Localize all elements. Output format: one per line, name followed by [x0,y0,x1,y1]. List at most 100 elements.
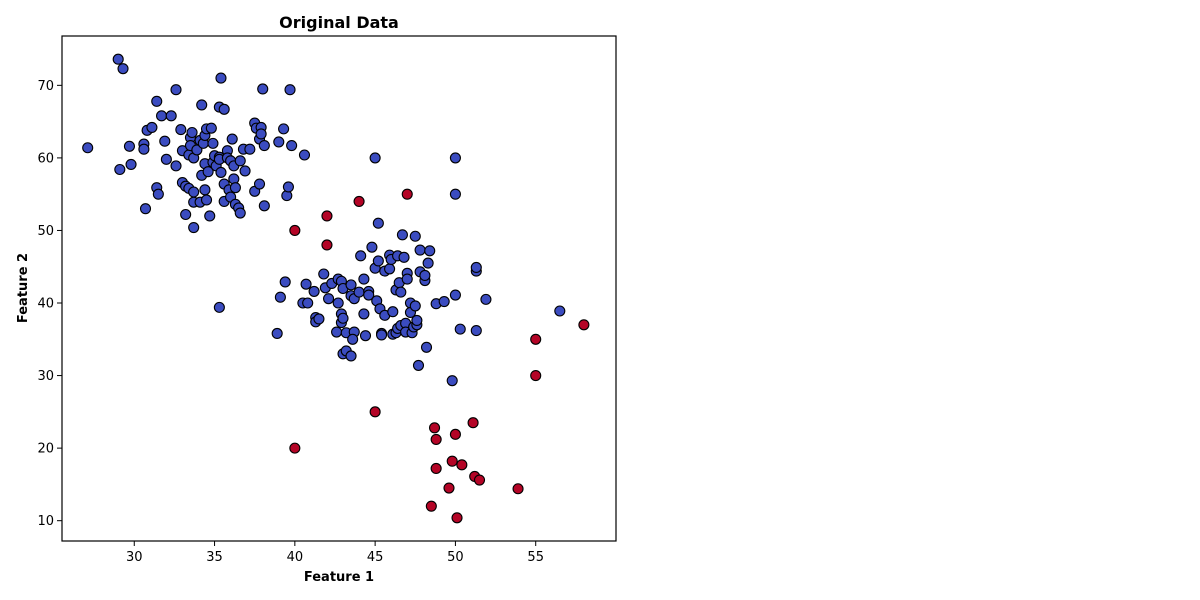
data-point-normal [411,314,423,326]
data-point-normal [318,268,330,280]
data-point-normal [446,375,458,387]
data-point-normal [213,301,225,313]
data-point-normal [308,285,320,297]
data-point-normal [358,308,370,320]
y-tick-label: 40 [37,297,54,312]
data-point-normal [112,53,124,65]
data-point-normal [258,140,270,152]
x-tick-label: 50 [447,550,464,565]
data-point-anomaly [430,433,442,445]
data-point-normal [300,278,312,290]
data-point-normal [244,143,256,155]
data-point-normal [313,313,325,325]
data-point-normal [82,142,94,154]
data-point-normal [138,143,150,155]
plot-frame [61,35,617,542]
x-tick-label: 45 [367,550,384,565]
data-point-normal [165,110,177,122]
data-point-normal [409,230,421,242]
data-point-normal [160,153,172,165]
data-point-anomaly [430,462,442,474]
y-tick-label: 70 [37,79,54,94]
data-point-normal [200,194,213,206]
y-axis-label: Feature 2 [16,253,31,323]
data-point-normal [258,200,270,212]
data-point-normal [188,222,200,234]
data-point-normal [470,261,482,274]
data-point-normal [180,208,192,221]
data-point-normal [480,293,492,305]
data-point-normal [323,293,335,305]
data-point-normal [358,273,370,285]
data-point-anomaly [512,483,524,495]
data-point-normal [159,135,171,147]
y-tick-label: 60 [37,151,54,166]
data-point-normal [202,166,214,178]
data-point-normal [253,178,266,190]
data-point-normal [286,140,298,152]
x-tick-label: 30 [126,550,143,565]
data-point-normal [215,72,227,84]
data-point-normal [234,207,246,219]
data-point-normal [384,263,396,275]
data-point-normal [255,128,267,140]
data-point-anomaly [449,428,461,440]
data-point-normal [470,325,482,337]
data-point-anomaly [289,442,301,454]
data-point-normal [274,291,286,303]
data-point-anomaly [456,459,468,471]
data-point-normal [331,326,343,338]
data-point-normal [337,312,349,324]
data-point-anomaly [401,188,413,200]
data-point-normal [355,250,367,262]
data-point-normal [218,103,230,115]
data-point-normal [369,152,381,164]
data-point-anomaly [530,370,542,382]
data-point-anomaly [289,224,301,237]
data-point-normal [424,245,436,257]
data-point-normal [229,182,241,194]
data-point-anomaly [428,422,441,434]
data-point-normal [376,329,388,341]
data-point-normal [422,257,434,269]
data-point-normal [278,123,290,135]
data-point-normal [412,359,425,371]
x-tick-label: 55 [527,550,544,565]
axis-ticks: 30 35 40 45 50 55 10 20 30 40 50 60 70 [37,79,544,565]
data-point-normal [226,133,238,145]
x-tick-label: 40 [287,550,304,565]
data-point-normal [554,305,566,317]
data-point-normal [298,149,311,161]
data-point-anomaly [473,474,486,486]
data-point-normal [454,323,466,335]
data-point-anomaly [369,406,381,418]
data-point-normal [345,350,357,362]
data-point-normal [366,241,378,253]
data-point-normal [204,210,216,222]
data-point-normal [239,165,251,177]
data-point-normal [363,289,375,301]
data-point-normal [207,137,219,149]
data-point-normal [353,286,365,298]
data-point-normal [196,99,208,111]
y-tick-label: 10 [37,514,54,529]
data-point-normal [420,341,433,353]
data-point-anomaly [451,512,463,524]
data-point-anomaly [530,333,542,345]
y-tick-label: 20 [37,442,54,457]
data-point-normal [396,229,408,241]
data-point-normal [125,158,137,170]
data-point-normal [284,84,296,96]
data-point-normal [359,330,372,342]
data-point-normal [152,188,164,200]
data-point-normal [279,276,291,288]
chart-title: Original Data [279,13,399,32]
data-point-normal [117,63,129,75]
data-point-normal [139,203,152,215]
data-point-normal [151,95,163,107]
data-point-normal [114,163,126,176]
data-points [82,53,590,524]
data-point-normal [414,244,426,256]
y-tick-label: 50 [37,224,54,239]
data-point-normal [271,327,283,340]
